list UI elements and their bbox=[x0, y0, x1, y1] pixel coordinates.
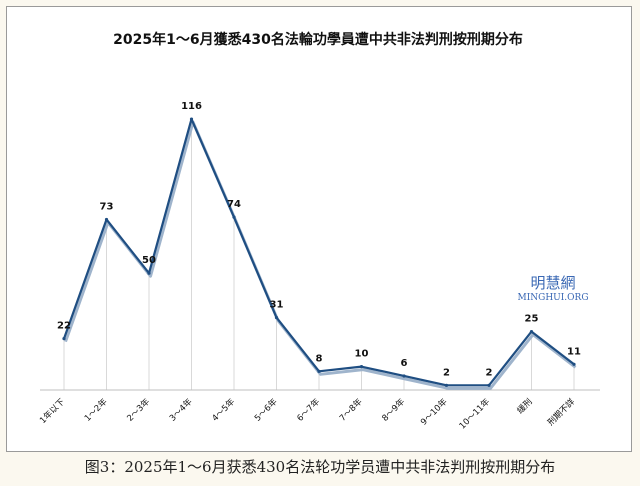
data-label: 10 bbox=[355, 349, 369, 360]
line-chart: 2025年1～6月獲悉430名法輪功學員遭中共非法判刑按刑期分布 2273501… bbox=[37, 31, 600, 431]
data-point bbox=[147, 271, 151, 275]
x-tick-label: 6～7年 bbox=[295, 396, 323, 424]
data-label: 2 bbox=[486, 367, 493, 378]
x-tick-label: 7～8年 bbox=[337, 396, 365, 424]
x-tick-label: 2～3年 bbox=[125, 396, 153, 424]
x-tick-label: 緩刑 bbox=[515, 396, 535, 416]
x-tick-label: 3～4年 bbox=[167, 396, 195, 424]
data-label: 25 bbox=[525, 314, 539, 325]
data-point bbox=[359, 365, 364, 369]
data-label: 116 bbox=[181, 101, 202, 112]
x-tick-label: 8～9年 bbox=[380, 396, 408, 424]
data-label: 74 bbox=[227, 199, 241, 210]
data-point bbox=[274, 315, 279, 320]
data-label: 2 bbox=[443, 367, 450, 378]
data-point bbox=[189, 117, 194, 121]
data-point bbox=[317, 369, 321, 373]
data-point bbox=[62, 337, 66, 341]
data-label: 73 bbox=[100, 201, 114, 212]
watermark-en: MINGHUI.ORG bbox=[517, 293, 588, 303]
chart-title: 2025年1～6月獲悉430名法輪功學員遭中共非法判刑按刑期分布 bbox=[113, 31, 523, 48]
watermark-cn: 明慧網 bbox=[530, 274, 575, 292]
data-label: 31 bbox=[270, 300, 284, 311]
x-tick-label: 4～5年 bbox=[210, 396, 238, 424]
x-tick-label: 1年以下 bbox=[37, 396, 67, 426]
data-point bbox=[444, 383, 449, 387]
drop-lines bbox=[63, 119, 575, 390]
x-tick-label: 10～11年 bbox=[457, 396, 492, 431]
series-line-shadow bbox=[64, 120, 577, 390]
tick-labels: 1年以下 1～2年 2～3年 3～4年 4～5年 5～6年 6～7年 7～8年 8～9年 9～10… bbox=[37, 396, 577, 431]
data-point bbox=[104, 217, 109, 222]
data-point bbox=[572, 362, 576, 366]
x-tick-label: 刑期不詳 bbox=[545, 396, 577, 428]
x-tick-label: 5～6年 bbox=[252, 396, 280, 424]
data-point bbox=[529, 330, 534, 334]
data-label: 22 bbox=[57, 321, 71, 332]
data-label: 11 bbox=[567, 346, 581, 357]
watermark: 明慧網 MINGHUI.ORG bbox=[517, 274, 588, 303]
data-label: 50 bbox=[142, 255, 156, 266]
x-tick-label: 9～10年 bbox=[418, 396, 450, 428]
data-label: 6 bbox=[401, 358, 408, 369]
x-tick-label: 1～2年 bbox=[82, 396, 110, 424]
data-label: 8 bbox=[316, 353, 323, 364]
figure-caption: 图3：2025年1～6月获悉430名法轮功学员遭中共非法判刑按刑期分布 bbox=[84, 458, 556, 476]
data-point bbox=[487, 383, 491, 387]
series-line bbox=[62, 117, 575, 387]
data-point bbox=[402, 374, 406, 378]
data-point bbox=[232, 215, 236, 219]
series-group bbox=[62, 117, 577, 390]
